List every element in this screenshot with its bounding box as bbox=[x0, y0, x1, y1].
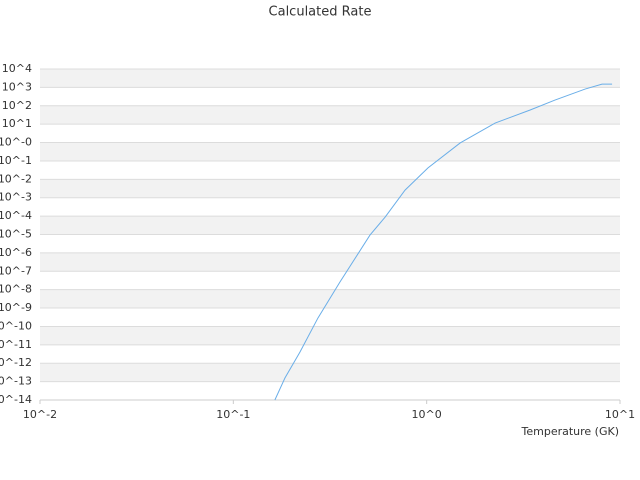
y-tick-label: 10^-1 bbox=[0, 154, 32, 167]
grid-band bbox=[40, 216, 620, 235]
y-tick-label: 10^4 bbox=[2, 62, 32, 75]
y-tick-label: 10^-7 bbox=[0, 264, 32, 277]
y-tick-label: 10^-10 bbox=[0, 319, 32, 332]
x-tick-label: 10^1 bbox=[605, 408, 635, 421]
x-tick-label: 10^0 bbox=[412, 408, 442, 421]
grid-band bbox=[40, 179, 620, 198]
y-tick-label: 10^-11 bbox=[0, 338, 32, 351]
grid-band bbox=[40, 363, 620, 382]
grid-band bbox=[40, 105, 620, 125]
y-tick-label: 10^-0 bbox=[0, 136, 32, 149]
grid-band bbox=[40, 326, 620, 345]
y-tick-label: 10^-5 bbox=[0, 228, 32, 241]
grid-band bbox=[40, 142, 620, 161]
y-tick-label: 10^2 bbox=[2, 99, 32, 112]
y-tick-label: 10^-4 bbox=[0, 209, 32, 222]
y-tick-label: 10^-6 bbox=[0, 246, 32, 259]
y-tick-label: 10^-9 bbox=[0, 301, 32, 314]
y-tick-label: 10^-13 bbox=[0, 375, 32, 388]
x-tick-label: 10^-2 bbox=[23, 408, 57, 421]
y-tick-label: 10^-12 bbox=[0, 356, 32, 369]
x-axis-label: Temperature (GK) bbox=[521, 425, 620, 438]
series-line bbox=[274, 83, 613, 401]
x-tick-label: 10^-1 bbox=[216, 408, 250, 421]
y-tick-label: 10^-3 bbox=[0, 191, 32, 204]
y-tick-label: 10^-2 bbox=[0, 172, 32, 185]
grid-band bbox=[40, 252, 620, 272]
grid-band bbox=[40, 69, 620, 88]
y-tick-label: 10^3 bbox=[2, 80, 32, 93]
y-tick-label: 10^1 bbox=[2, 117, 32, 130]
y-tick-label: 10^-8 bbox=[0, 283, 32, 296]
chart-title: Calculated Rate bbox=[269, 5, 372, 20]
y-tick-label: 10^-14 bbox=[0, 393, 32, 406]
